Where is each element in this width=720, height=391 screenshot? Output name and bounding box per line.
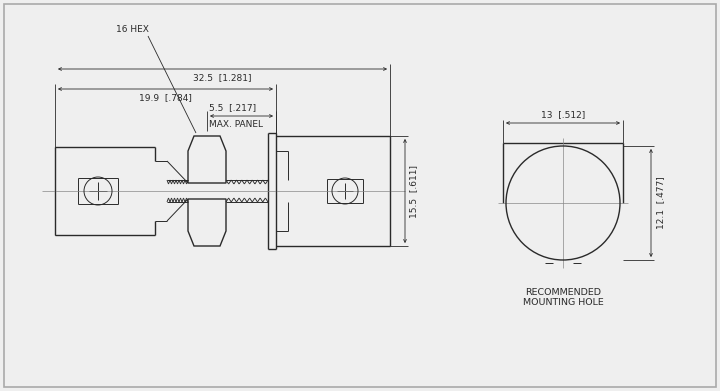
Text: 12.1  [.477]: 12.1 [.477] <box>656 177 665 230</box>
Text: 15.5  [.611]: 15.5 [.611] <box>409 165 418 217</box>
Text: 13  [.512]: 13 [.512] <box>541 110 585 119</box>
Text: 19.9  [.784]: 19.9 [.784] <box>139 93 192 102</box>
Text: 5.5  [.217]: 5.5 [.217] <box>209 103 256 112</box>
Text: 16 HEX: 16 HEX <box>116 25 149 34</box>
Text: MAX. PANEL: MAX. PANEL <box>209 120 263 129</box>
Text: 32.5  [1.281]: 32.5 [1.281] <box>193 73 252 82</box>
Text: RECOMMENDED
MOUNTING HOLE: RECOMMENDED MOUNTING HOLE <box>523 288 603 307</box>
